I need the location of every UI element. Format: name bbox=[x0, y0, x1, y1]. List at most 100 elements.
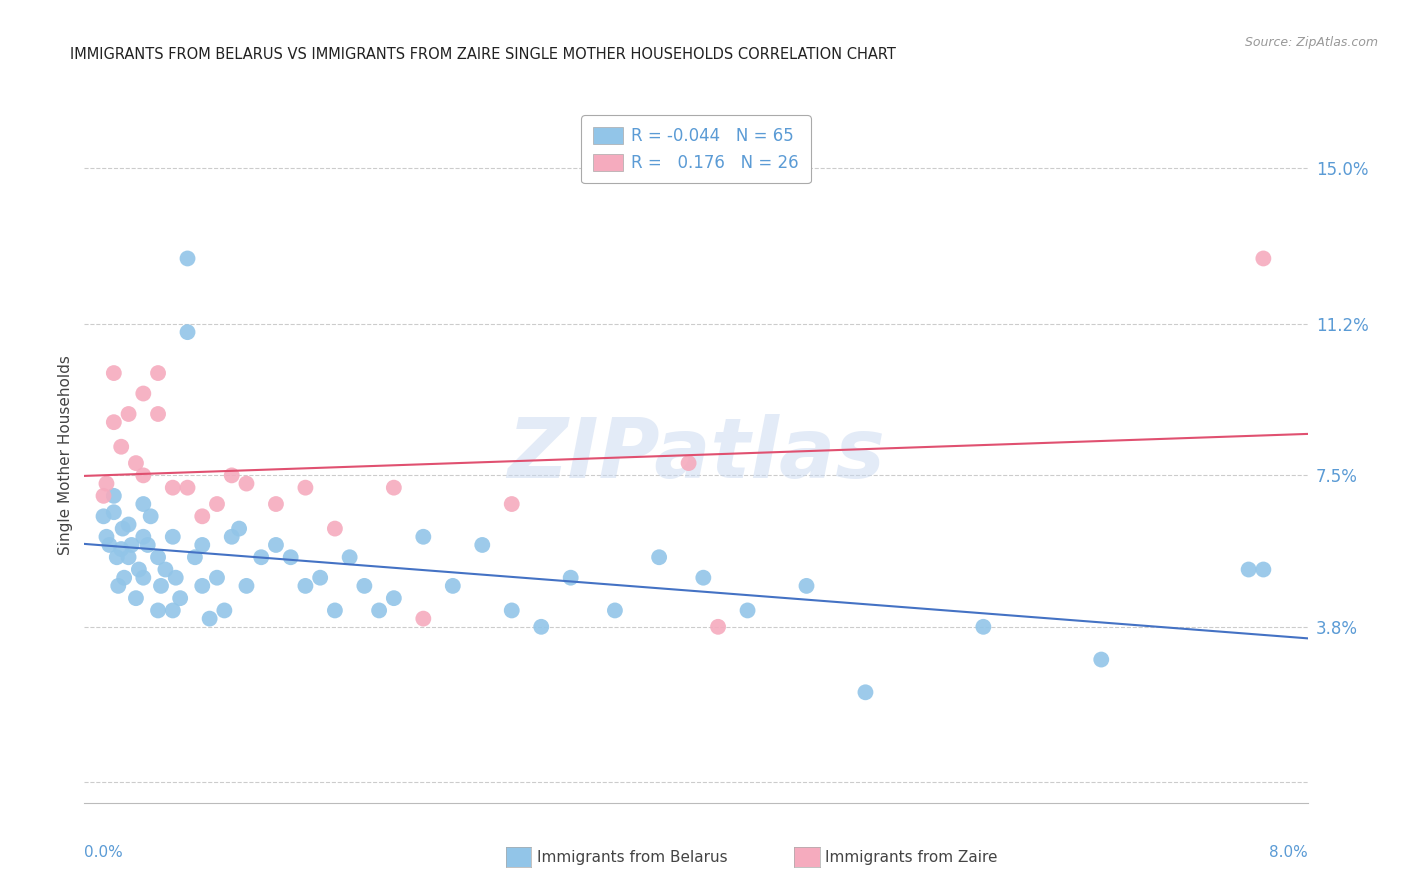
Point bbox=[382, 591, 405, 606]
Point bbox=[150, 579, 173, 593]
Point bbox=[382, 481, 405, 495]
Point bbox=[678, 456, 700, 470]
Point bbox=[165, 571, 187, 585]
Point bbox=[339, 550, 361, 565]
Point bbox=[1090, 652, 1112, 666]
Point bbox=[96, 530, 118, 544]
Point bbox=[368, 603, 391, 617]
Point bbox=[264, 538, 287, 552]
Point bbox=[125, 591, 148, 606]
Point bbox=[176, 252, 198, 266]
Point bbox=[139, 509, 162, 524]
Point bbox=[132, 571, 155, 585]
Point bbox=[855, 685, 877, 699]
Point bbox=[136, 538, 159, 552]
Point bbox=[228, 522, 250, 536]
Point bbox=[1253, 252, 1275, 266]
Point bbox=[132, 497, 155, 511]
Point bbox=[117, 517, 139, 532]
Point bbox=[146, 407, 169, 421]
Point bbox=[309, 571, 332, 585]
Point bbox=[294, 579, 316, 593]
Point bbox=[191, 538, 214, 552]
Point bbox=[98, 538, 121, 552]
Text: Immigrants from Zaire: Immigrants from Zaire bbox=[825, 850, 998, 864]
Point bbox=[221, 530, 243, 544]
Point bbox=[221, 468, 243, 483]
Text: 8.0%: 8.0% bbox=[1268, 845, 1308, 860]
Point bbox=[250, 550, 273, 565]
Point bbox=[191, 509, 214, 524]
Point bbox=[128, 562, 150, 576]
Text: IMMIGRANTS FROM BELARUS VS IMMIGRANTS FROM ZAIRE SINGLE MOTHER HOUSEHOLDS CORREL: IMMIGRANTS FROM BELARUS VS IMMIGRANTS FR… bbox=[70, 47, 896, 62]
Point bbox=[121, 538, 143, 552]
Point bbox=[412, 612, 434, 626]
Point bbox=[323, 522, 346, 536]
Point bbox=[1237, 562, 1260, 576]
Point bbox=[111, 522, 134, 536]
Point bbox=[692, 571, 714, 585]
Point bbox=[93, 509, 115, 524]
Point bbox=[125, 456, 148, 470]
Point bbox=[280, 550, 302, 565]
Point bbox=[205, 571, 228, 585]
Point bbox=[103, 505, 125, 519]
Point bbox=[214, 603, 236, 617]
Point bbox=[1253, 562, 1275, 576]
Point bbox=[132, 468, 155, 483]
Point bbox=[103, 415, 125, 429]
Point bbox=[110, 440, 132, 454]
Point bbox=[972, 620, 994, 634]
Y-axis label: Single Mother Households: Single Mother Households bbox=[58, 355, 73, 555]
Point bbox=[323, 603, 346, 617]
Point bbox=[105, 550, 128, 565]
Text: Immigrants from Belarus: Immigrants from Belarus bbox=[537, 850, 728, 864]
Point bbox=[176, 325, 198, 339]
Point bbox=[176, 481, 198, 495]
Text: Source: ZipAtlas.com: Source: ZipAtlas.com bbox=[1244, 36, 1378, 49]
Text: 0.0%: 0.0% bbox=[84, 845, 124, 860]
Point bbox=[146, 550, 169, 565]
Point bbox=[93, 489, 115, 503]
Point bbox=[184, 550, 207, 565]
Point bbox=[132, 386, 155, 401]
Point bbox=[501, 603, 523, 617]
Point bbox=[198, 612, 221, 626]
Point bbox=[796, 579, 818, 593]
Point bbox=[162, 603, 184, 617]
Point bbox=[707, 620, 730, 634]
Point bbox=[117, 550, 139, 565]
Point bbox=[112, 571, 135, 585]
Point bbox=[169, 591, 191, 606]
Point bbox=[235, 579, 257, 593]
Point bbox=[146, 603, 169, 617]
Point bbox=[560, 571, 582, 585]
Point bbox=[107, 579, 129, 593]
Point bbox=[146, 366, 169, 380]
Point bbox=[132, 530, 155, 544]
Point bbox=[737, 603, 759, 617]
Legend: R = -0.044   N = 65, R =   0.176   N = 26: R = -0.044 N = 65, R = 0.176 N = 26 bbox=[581, 115, 811, 184]
Point bbox=[162, 481, 184, 495]
Point bbox=[117, 407, 139, 421]
Point bbox=[235, 476, 257, 491]
Point bbox=[103, 366, 125, 380]
Point bbox=[501, 497, 523, 511]
Point bbox=[103, 489, 125, 503]
Point bbox=[191, 579, 214, 593]
Point bbox=[162, 530, 184, 544]
Point bbox=[205, 497, 228, 511]
Point bbox=[530, 620, 553, 634]
Text: ZIPatlas: ZIPatlas bbox=[508, 415, 884, 495]
Point bbox=[412, 530, 434, 544]
Point bbox=[110, 542, 132, 557]
Point bbox=[264, 497, 287, 511]
Point bbox=[294, 481, 316, 495]
Point bbox=[96, 476, 118, 491]
Point bbox=[441, 579, 464, 593]
Point bbox=[648, 550, 671, 565]
Point bbox=[603, 603, 626, 617]
Point bbox=[155, 562, 177, 576]
Point bbox=[471, 538, 494, 552]
Point bbox=[353, 579, 375, 593]
